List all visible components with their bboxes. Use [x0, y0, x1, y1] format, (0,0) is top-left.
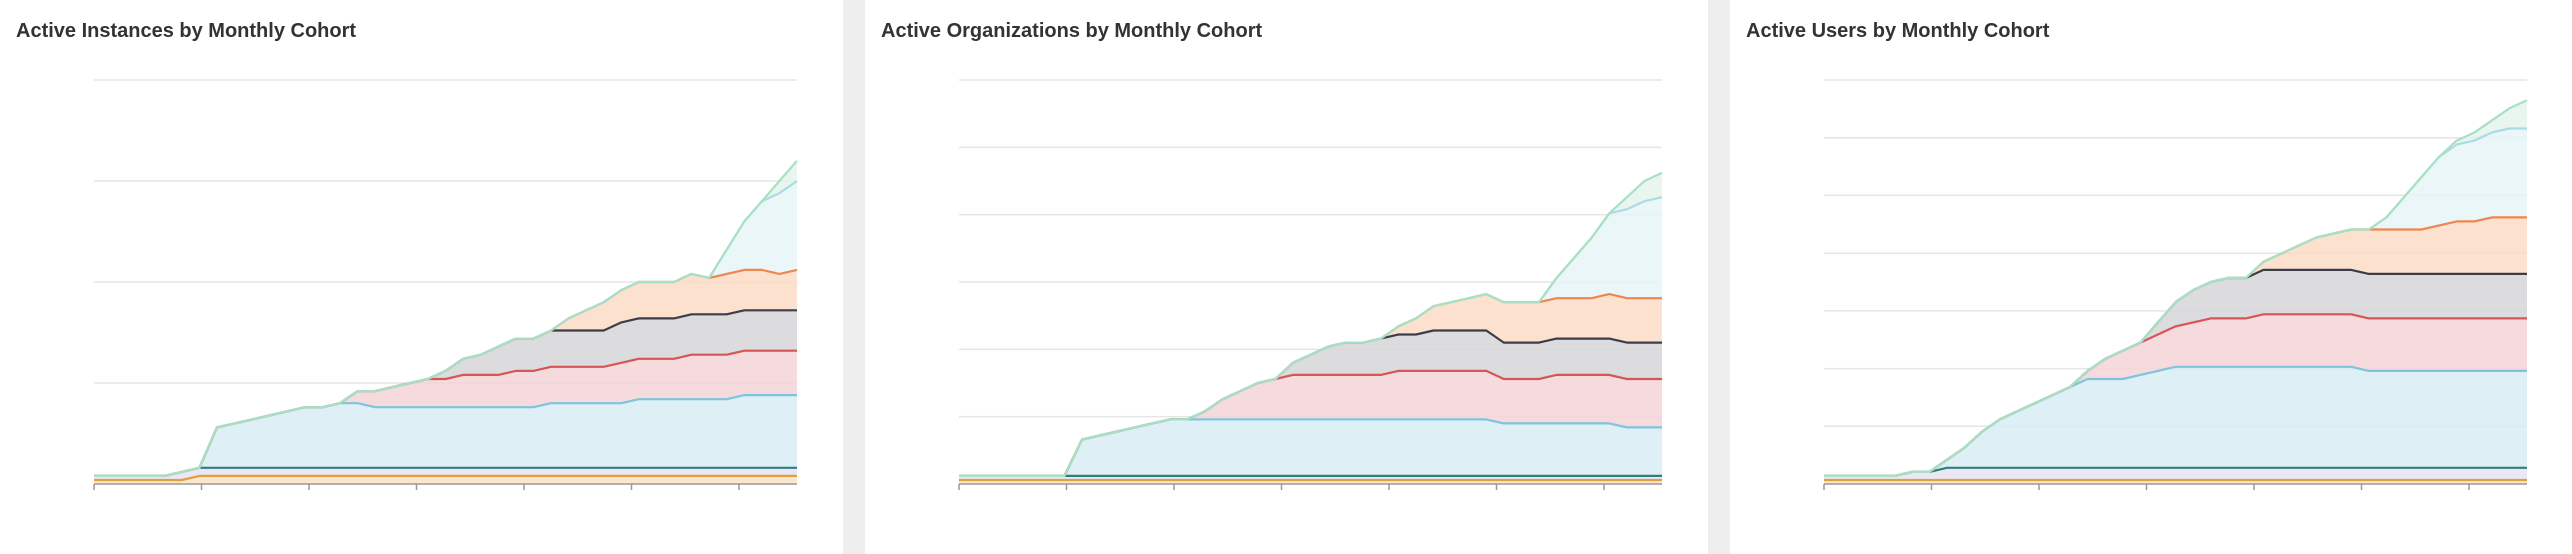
series-7-line [1824, 99, 2528, 477]
series-4-area [959, 330, 1662, 476]
series-2-area [94, 395, 797, 476]
series-1-area [1824, 467, 2527, 480]
panel-active-organizations: Active Organizations by Monthly Cohort [865, 0, 1708, 554]
series-lines [1824, 99, 2528, 482]
series-areas [1824, 100, 2527, 484]
series-7-line [94, 160, 798, 477]
series-0-area [94, 475, 797, 484]
series-lines [959, 171, 1663, 482]
series-1-line [1824, 466, 2527, 477]
series-3-area [94, 350, 797, 476]
x-axis-ticks [93, 484, 740, 490]
series-5-area [959, 294, 1662, 476]
chart-title: Active Organizations by Monthly Cohort [881, 20, 1263, 42]
series-4-area [1824, 269, 2527, 476]
series-2-area [1824, 366, 2527, 476]
series-6-area [1824, 128, 2527, 476]
series-3-area [1824, 314, 2527, 476]
series-1-area [94, 467, 797, 480]
series-2-area [959, 419, 1662, 476]
panel-active-users: Active Users by Monthly Cohort [1730, 0, 2572, 554]
chart-title: Active Users by Monthly Cohort [1746, 20, 2050, 42]
series-4-area [94, 310, 797, 476]
chart-active-users [1823, 79, 2528, 490]
x-axis-ticks [1823, 484, 2470, 490]
series-areas [94, 160, 797, 484]
chart-active-instances [93, 79, 798, 490]
series-5-area [1824, 217, 2527, 476]
chart-title: Active Instances by Monthly Cohort [16, 20, 357, 42]
series-1-line [94, 466, 797, 477]
series-lines [94, 160, 798, 482]
series-3-area [959, 370, 1662, 476]
series-7-line [959, 171, 1663, 477]
panel-active-instances: Active Instances by Monthly Cohort [0, 0, 843, 554]
series-0-line [94, 474, 797, 482]
series-areas [959, 172, 1662, 484]
x-axis-ticks [958, 484, 1605, 490]
chart-active-organizations [958, 79, 1663, 490]
